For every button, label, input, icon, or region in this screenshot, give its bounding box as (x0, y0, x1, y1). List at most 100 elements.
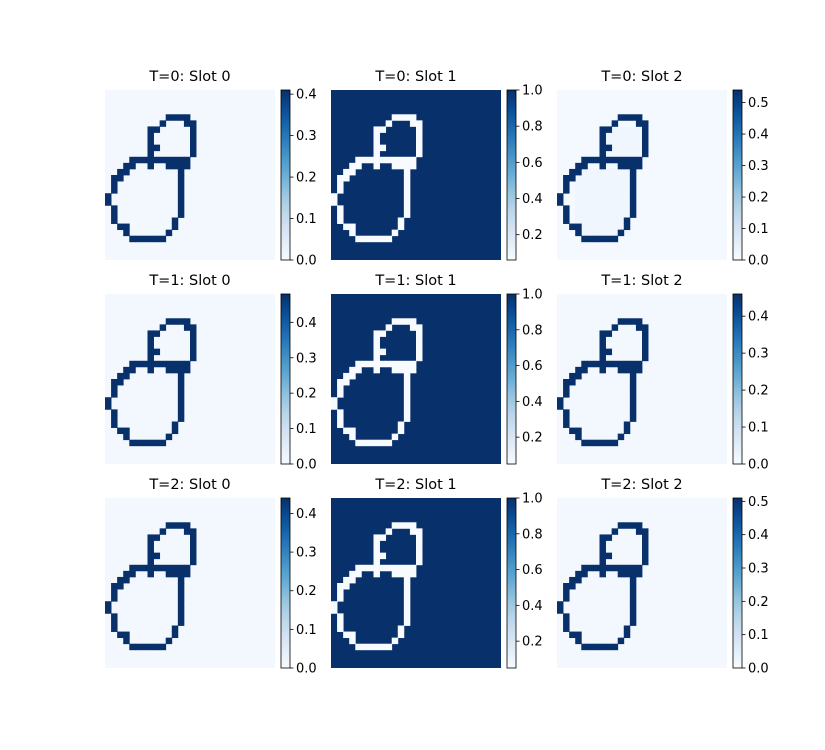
heatmap-cell (611, 439, 619, 447)
heatmap-cell (367, 156, 374, 164)
colorbar-gradient (280, 89, 291, 261)
colorbar-tick-label: 0.4 (296, 507, 317, 522)
heatmap-cell (373, 150, 380, 158)
heatmap-cell (593, 205, 600, 212)
heatmap-cell (563, 421, 570, 428)
heatmap-cell (190, 534, 197, 541)
heatmap-cell (177, 175, 185, 182)
heatmap-cell (147, 156, 154, 164)
heatmap-cell (403, 607, 411, 614)
heatmap-cell (183, 318, 191, 325)
colorbar: 0.2 0.4 0.6 0.8 1.0 (506, 492, 543, 669)
heatmap-cell (587, 229, 594, 237)
heatmap-cell (391, 522, 399, 529)
heatmap-cell (617, 318, 625, 325)
heatmap-cell (629, 132, 637, 139)
heatmap-cell (367, 643, 374, 651)
heatmap-cell (331, 199, 338, 206)
heatmap-cell (416, 348, 423, 356)
heatmap-cell (373, 162, 380, 170)
heatmap-cell (563, 175, 570, 182)
heatmap-cell (190, 528, 197, 535)
heatmap-cell (617, 223, 625, 231)
heatmap-cell (141, 643, 148, 651)
heatmap-cell (349, 433, 356, 441)
heatmap-cell (349, 637, 356, 645)
heatmap-cell (581, 217, 588, 224)
heatmap-cell (397, 570, 405, 578)
heatmap-cell (623, 132, 631, 139)
heatmap-cell (171, 564, 179, 572)
heatmap-cell (190, 336, 197, 343)
heatmap-cell (177, 595, 185, 602)
heatmap-cell (599, 336, 606, 343)
heatmap-cell (171, 223, 179, 231)
heatmap-cell (177, 372, 185, 380)
heatmap-cell (337, 181, 344, 188)
heatmap-cell (635, 144, 643, 152)
heatmap-cell (373, 330, 380, 337)
heatmap-cell (171, 360, 179, 368)
heatmap-cell (391, 570, 399, 578)
heatmap-cell (642, 336, 649, 343)
heatmap-cell (581, 223, 588, 231)
heatmap-cell (581, 570, 588, 578)
heatmap-cell (153, 534, 161, 541)
heatmap-cell (593, 211, 600, 218)
heatmap-cell (190, 558, 197, 566)
heatmap-cell (635, 132, 643, 139)
heatmap-outline (331, 522, 423, 651)
colorbar-tick-label: 0.3 (296, 546, 317, 561)
heatmap-cell (587, 175, 594, 182)
heatmap-cell (403, 576, 411, 584)
heatmap-cell (575, 181, 582, 188)
heatmap-cell (337, 391, 344, 398)
heatmap-cell (611, 132, 619, 139)
heatmap-cell (599, 162, 606, 170)
heatmap-cell (349, 570, 356, 578)
heatmap-cell (397, 625, 405, 632)
heatmap-region (575, 126, 643, 237)
heatmap-cell (629, 175, 637, 182)
heatmap-cell (349, 366, 356, 374)
colorbar-tick-label: 0.0 (748, 662, 769, 677)
heatmap-cell (177, 607, 185, 614)
heatmap-cell (557, 403, 564, 410)
heatmap-panel-0: T=0: Slot 0 0.0 0.1 0.2 0.3 0.4 (105, 69, 317, 269)
heatmap-cell (355, 366, 362, 374)
heatmap-cell (403, 156, 411, 164)
heatmap-cell (563, 205, 570, 212)
heatmap-cell (337, 379, 344, 386)
heatmap-panel-8: T=2: Slot 2 0.0 0.1 0.2 0.3 0.4 0.5 (557, 477, 769, 677)
heatmap-cell (403, 175, 411, 182)
heatmap-cell (403, 379, 411, 386)
heatmap-cell (599, 229, 606, 237)
heatmap-cell (587, 181, 594, 188)
heatmap-cell (599, 439, 606, 447)
heatmap-cell (343, 168, 350, 176)
heatmap-cell (190, 126, 197, 133)
colorbar-tick-label: 0.8 (522, 323, 543, 338)
heatmap-cell (337, 589, 344, 596)
heatmap-outline (105, 522, 197, 651)
heatmap-cell (617, 175, 625, 182)
heatmap-cell (599, 348, 606, 356)
heatmap-cell (159, 643, 167, 651)
heatmap-cell (642, 552, 649, 560)
heatmap-cell (147, 162, 154, 170)
heatmap-cell (635, 318, 643, 325)
heatmap-cell (385, 643, 393, 651)
heatmap-cell (605, 181, 613, 188)
heatmap-cell (416, 528, 423, 535)
heatmap-cell (623, 570, 631, 578)
heatmap-cell (575, 570, 582, 578)
heatmap-cell (557, 193, 564, 200)
heatmap-cell (177, 205, 185, 212)
heatmap-cell (165, 564, 173, 572)
heatmap-cell (629, 150, 637, 158)
heatmap-cell (416, 342, 423, 350)
heatmap-cell (605, 564, 613, 572)
heatmap-cell (111, 175, 118, 182)
heatmap-cell (605, 643, 613, 651)
heatmap-cell (165, 114, 173, 121)
